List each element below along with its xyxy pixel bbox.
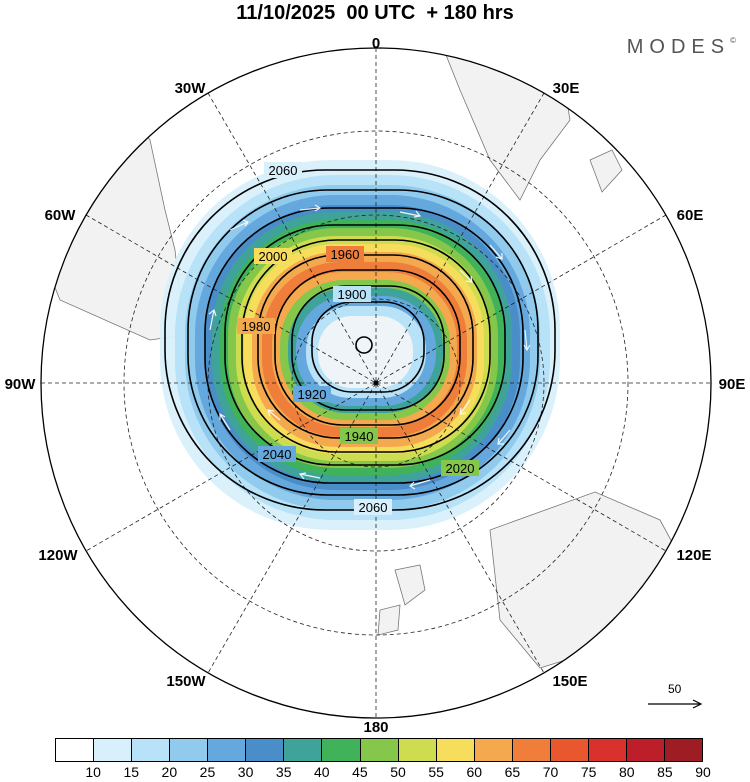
map-title: 11/10/2025 00 UTC + 180 hrs [0, 2, 750, 25]
contour-label-2000: 2000 [259, 249, 288, 264]
colorbar-swatch [512, 739, 551, 761]
lon-label-150e: 150E [552, 673, 587, 690]
colorbar-tick-label: 85 [657, 764, 673, 780]
brand-logo: MODES© [626, 36, 736, 58]
wind-speed-shading [160, 160, 560, 530]
colorbar-swatch [360, 739, 399, 761]
colorbar-swatch [246, 739, 285, 761]
colorbar-tick-label: 45 [352, 764, 368, 780]
colorbar-swatch [398, 739, 437, 761]
colorbar-tick-label: 20 [161, 764, 178, 780]
title-date: 11/10/2025 [236, 2, 336, 24]
new-zealand-land [377, 564, 426, 636]
colorbar-swatch [550, 739, 589, 761]
lon-label-150w: 150W [166, 673, 206, 690]
contour-label-1980: 1980 [242, 319, 271, 334]
colorbar-swatch [208, 739, 247, 761]
colorbar-tick-label: 40 [314, 764, 330, 780]
colorbar-tick-label: 65 [504, 764, 521, 780]
madagascar-land [589, 149, 623, 193]
lon-label-0: 0 [372, 35, 380, 52]
colorbar-swatch [56, 739, 95, 761]
lon-label-60e: 60E [677, 207, 704, 224]
reference-vector-arrow [648, 699, 703, 709]
lon-label-30e: 30E [553, 80, 580, 97]
colorbar [55, 738, 703, 762]
contour-label-1920: 1920 [298, 387, 327, 402]
lon-label-120e: 120E [676, 547, 711, 564]
contour-label-1960: 1960 [331, 247, 360, 262]
contour-labels: 2060 2060 2040 2020 2000 1980 1960 1940 … [237, 162, 479, 515]
brand-text: MODES [626, 36, 731, 58]
colorbar-swatch [436, 739, 475, 761]
colorbar-tick-label: 30 [237, 764, 254, 780]
colorbar-swatch [665, 739, 703, 761]
colorbar-swatch [322, 739, 361, 761]
contour-label-2060-top: 2060 [269, 163, 298, 178]
colorbar-tick-label: 80 [618, 764, 635, 780]
lon-label-120w: 120W [38, 547, 78, 564]
colorbar-tick-label: 60 [466, 764, 483, 780]
colorbar-tick-label: 90 [695, 764, 711, 780]
pole-dot [373, 380, 379, 386]
colorbar-swatch [474, 739, 513, 761]
colorbar-swatch [284, 739, 323, 761]
colorbar-ticks: 10 15 20 25 30 35 40 45 50 55 60 65 70 75 80 85 90 [55, 764, 710, 782]
colorbar-swatch [94, 739, 133, 761]
contour-label-2020: 2020 [446, 461, 475, 476]
contour-label-1900: 1900 [338, 287, 367, 302]
colorbar-tick-label: 15 [123, 764, 140, 780]
colorbar-tick-label: 10 [85, 764, 101, 780]
longitude-labels: 0 30E 60E 90E 120E 150E 180 150W 120W 90… [5, 35, 746, 735]
lon-label-90e: 90E [719, 376, 746, 393]
contour-label-2040: 2040 [263, 447, 292, 462]
colorbar-tick-label: 75 [580, 764, 597, 780]
height-contours [164, 169, 556, 511]
map-boundary [40, 47, 712, 719]
polar-map: 0 30E 60E 90E 120E 150E 180 150W 120W 90… [5, 35, 746, 735]
map-disc [41, 48, 711, 718]
title-lead: + 180 hrs [426, 2, 514, 24]
title-cycle: 00 UTC [346, 2, 416, 24]
colorbar-swatch [170, 739, 209, 761]
contour-label-1940: 1940 [345, 429, 374, 444]
colorbar-swatch [626, 739, 665, 761]
contour-label-2060-bottom: 2060 [359, 500, 388, 515]
lon-label-90w: 90W [5, 376, 37, 393]
lon-label-180: 180 [363, 719, 388, 735]
lon-label-60w: 60W [45, 207, 77, 224]
colorbar-tick-label: 50 [390, 764, 406, 780]
colorbar-swatch [132, 739, 171, 761]
reference-vector-label: 50 [668, 682, 682, 696]
colorbar-swatch [588, 739, 627, 761]
colorbar-tick-label: 55 [428, 764, 444, 780]
colorbar-tick-label: 35 [275, 764, 292, 780]
lon-label-30w: 30W [175, 80, 207, 97]
colorbar-tick-label: 25 [199, 764, 216, 780]
colorbar-tick-label: 70 [542, 764, 559, 780]
